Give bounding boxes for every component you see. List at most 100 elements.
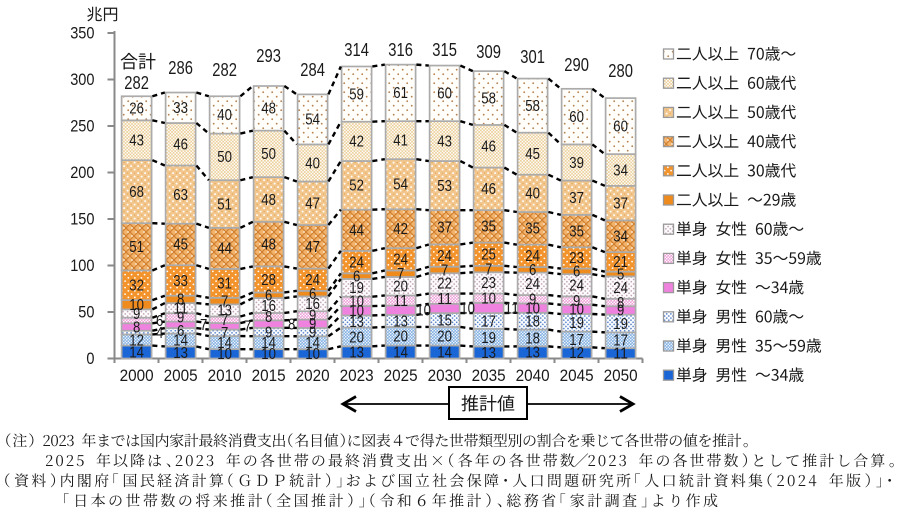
svg-text:48: 48 — [261, 192, 276, 209]
svg-text:200: 200 — [70, 164, 94, 182]
svg-text:280: 280 — [608, 60, 633, 81]
svg-text:10: 10 — [129, 297, 144, 314]
svg-text:7: 7 — [441, 262, 448, 279]
svg-text:13: 13 — [217, 303, 232, 320]
svg-text:0: 0 — [86, 350, 94, 368]
svg-text:8: 8 — [133, 319, 140, 336]
svg-text:17: 17 — [613, 333, 628, 350]
svg-text:14: 14 — [261, 335, 276, 352]
svg-text:22: 22 — [437, 276, 452, 293]
svg-text:282: 282 — [212, 59, 237, 80]
svg-text:5: 5 — [617, 266, 624, 283]
svg-text:43: 43 — [129, 133, 144, 150]
svg-text:33: 33 — [173, 100, 188, 117]
svg-text:286: 286 — [168, 57, 193, 78]
svg-text:11: 11 — [504, 300, 519, 317]
svg-text:11: 11 — [173, 301, 188, 318]
svg-text:24: 24 — [613, 280, 628, 297]
svg-text:19: 19 — [349, 280, 364, 297]
svg-text:35: 35 — [525, 221, 540, 238]
svg-text:26: 26 — [129, 101, 144, 118]
svg-text:7: 7 — [200, 317, 207, 334]
svg-text:10: 10 — [569, 302, 584, 319]
svg-text:42: 42 — [393, 221, 408, 238]
svg-text:7: 7 — [485, 261, 492, 278]
svg-text:282: 282 — [124, 72, 149, 93]
svg-text:8: 8 — [288, 316, 295, 333]
svg-text:10: 10 — [305, 346, 320, 363]
svg-text:15: 15 — [437, 312, 452, 329]
svg-text:14: 14 — [129, 344, 144, 361]
svg-text:24: 24 — [305, 272, 320, 289]
svg-text:24: 24 — [437, 248, 452, 265]
svg-text:9: 9 — [309, 308, 316, 325]
svg-text:2035: 2035 — [472, 367, 506, 385]
svg-text:10: 10 — [261, 346, 276, 363]
svg-text:2040: 2040 — [516, 367, 550, 385]
svg-text:19: 19 — [613, 316, 628, 333]
svg-text:6: 6 — [573, 264, 580, 281]
svg-text:46: 46 — [481, 181, 496, 198]
svg-text:8: 8 — [617, 295, 624, 312]
svg-text:314: 314 — [344, 39, 369, 60]
svg-text:9: 9 — [133, 306, 140, 323]
svg-text:47: 47 — [305, 239, 320, 256]
svg-text:28: 28 — [261, 272, 276, 289]
svg-text:24: 24 — [525, 276, 540, 293]
svg-text:2030: 2030 — [428, 367, 462, 385]
svg-text:13: 13 — [525, 345, 540, 362]
svg-text:44: 44 — [217, 241, 232, 258]
svg-text:13: 13 — [349, 314, 364, 331]
svg-text:2045: 2045 — [560, 367, 594, 385]
svg-text:13: 13 — [481, 345, 496, 362]
svg-text:7: 7 — [221, 293, 228, 310]
svg-text:11: 11 — [613, 346, 628, 363]
svg-text:2023: 2023 — [340, 367, 374, 385]
svg-text:10: 10 — [349, 303, 364, 320]
svg-text:6: 6 — [265, 288, 272, 305]
svg-text:13: 13 — [173, 345, 188, 362]
svg-text:13: 13 — [393, 313, 408, 330]
svg-text:37: 37 — [569, 190, 584, 207]
svg-text:32: 32 — [129, 278, 144, 295]
svg-text:19: 19 — [569, 315, 584, 332]
svg-text:309: 309 — [476, 41, 501, 62]
svg-text:35: 35 — [569, 223, 584, 240]
svg-text:6: 6 — [177, 323, 184, 340]
svg-text:17: 17 — [481, 313, 496, 330]
svg-text:6: 6 — [156, 313, 163, 330]
svg-text:9: 9 — [617, 303, 624, 320]
svg-text:34: 34 — [613, 229, 628, 246]
svg-text:44: 44 — [349, 223, 364, 240]
svg-text:23: 23 — [481, 275, 496, 292]
svg-text:2015: 2015 — [252, 367, 286, 385]
svg-text:7: 7 — [221, 325, 228, 342]
svg-text:31: 31 — [217, 276, 232, 293]
svg-text:14: 14 — [393, 344, 408, 361]
svg-text:301: 301 — [520, 46, 545, 67]
svg-text:37: 37 — [437, 220, 452, 237]
svg-text:14: 14 — [437, 344, 452, 361]
svg-text:4: 4 — [156, 325, 164, 342]
svg-text:46: 46 — [173, 137, 188, 154]
svg-text:316: 316 — [388, 39, 413, 60]
svg-text:11: 11 — [437, 291, 452, 308]
svg-text:10: 10 — [460, 301, 475, 318]
svg-text:2005: 2005 — [164, 367, 198, 385]
svg-text:9: 9 — [529, 292, 536, 309]
svg-text:18: 18 — [525, 330, 540, 347]
svg-text:9: 9 — [265, 324, 272, 341]
svg-text:24: 24 — [569, 278, 584, 295]
svg-text:50: 50 — [217, 149, 232, 166]
svg-text:48: 48 — [261, 101, 276, 118]
svg-text:19: 19 — [481, 330, 496, 347]
svg-text:40: 40 — [217, 107, 232, 124]
svg-text:45: 45 — [525, 146, 540, 163]
svg-text:18: 18 — [525, 314, 540, 331]
svg-text:33: 33 — [173, 273, 188, 290]
svg-text:21: 21 — [613, 254, 628, 271]
svg-text:11: 11 — [393, 293, 408, 310]
svg-text:63: 63 — [173, 187, 188, 204]
svg-text:14: 14 — [173, 332, 188, 349]
svg-text:58: 58 — [481, 90, 496, 107]
